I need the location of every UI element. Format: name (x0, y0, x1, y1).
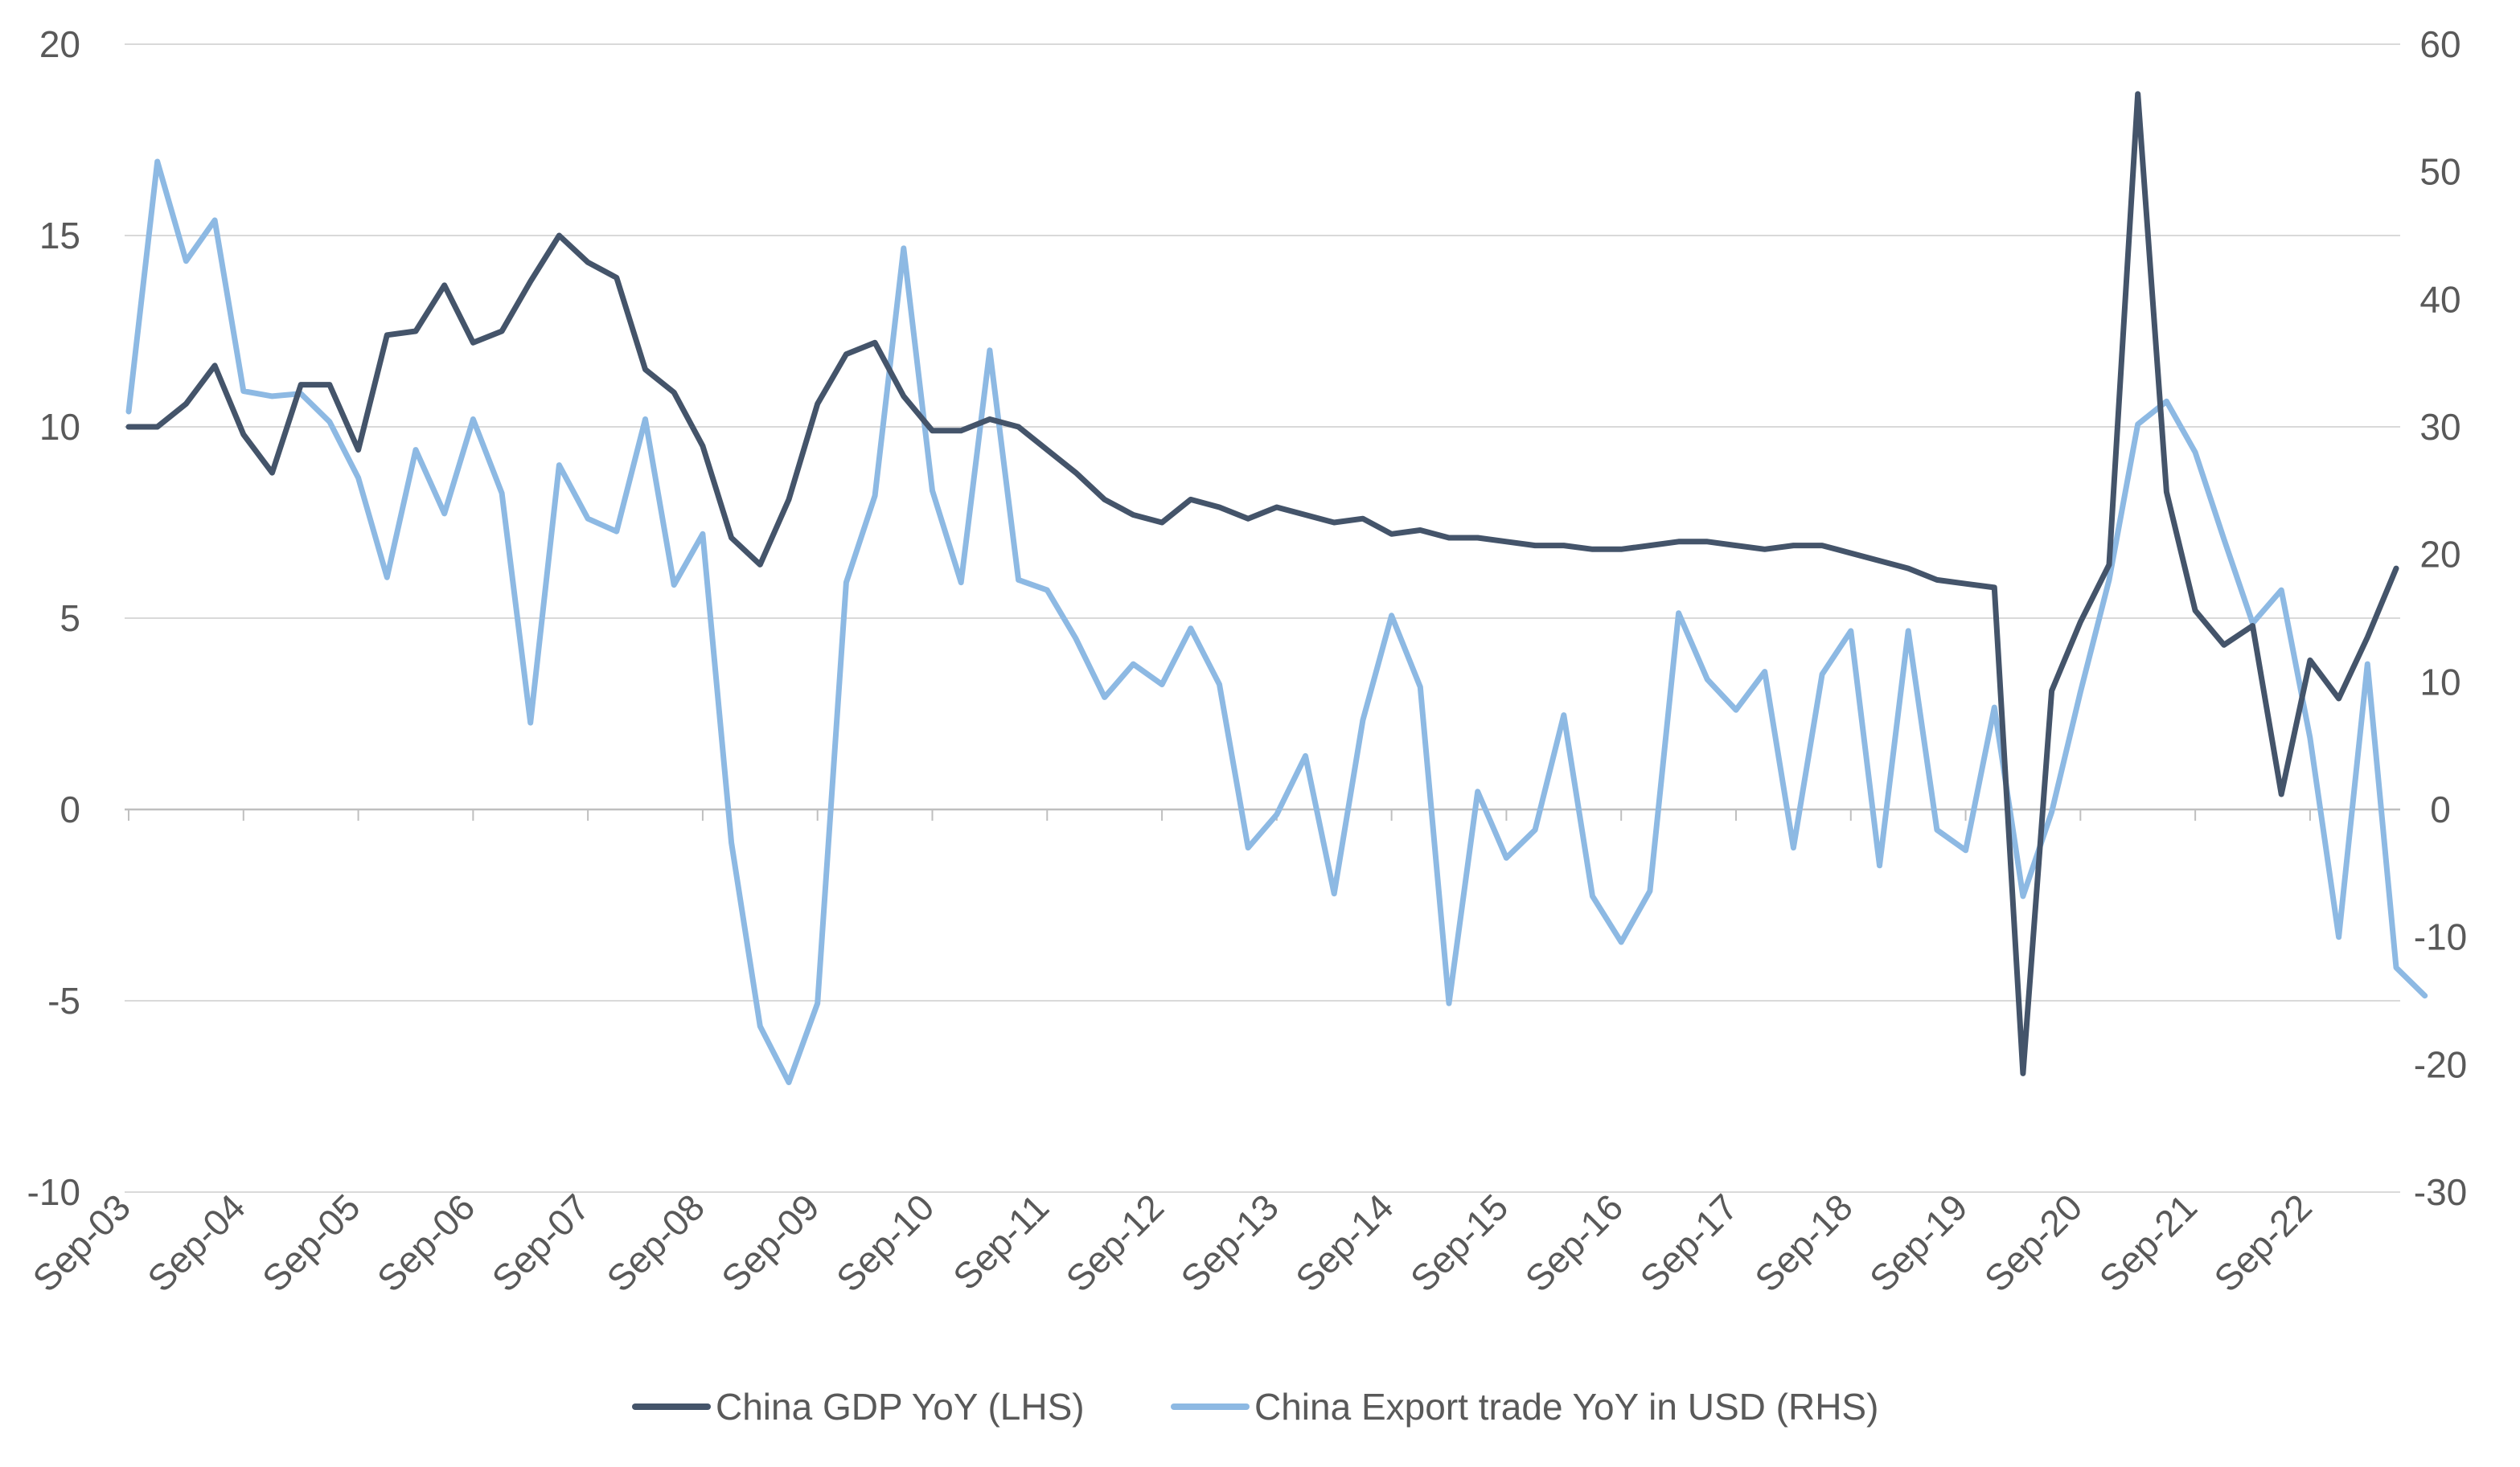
x-tick-label: Sep-15 (1402, 1186, 1517, 1300)
y-right-tick-label: -10 (2414, 916, 2467, 958)
gridlines (125, 43, 2400, 1193)
x-tick-label: Sep-22 (2206, 1186, 2320, 1300)
x-tick-label: Sep-19 (1861, 1186, 1976, 1300)
x-tick-label: Sep-10 (828, 1186, 942, 1300)
x-tick-label: Sep-20 (1976, 1186, 2091, 1300)
legend: China GDP YoY (LHS) China Export trade Yo… (632, 1386, 1878, 1428)
y-right-tick-label: 10 (2419, 661, 2460, 703)
y-right-tick-label: 0 (2430, 789, 2451, 830)
series-line-gdp (125, 91, 2399, 1076)
x-tick-label: Sep-21 (2091, 1186, 2206, 1300)
x-tick-label: Sep-16 (1517, 1186, 1631, 1300)
y-right-tick-label: 50 (2419, 151, 2460, 193)
y-right-tick-label: 40 (2419, 278, 2460, 320)
x-tick-label: Sep-08 (598, 1186, 712, 1300)
y-left-tick-label: 0 (60, 789, 80, 830)
y-left-tick-label: 15 (39, 215, 80, 256)
y-left-tick-label: 20 (39, 23, 80, 65)
legend-label: China Export trade YoY in USD (RHS) (1254, 1386, 1878, 1428)
x-axis: Sep-03 Sep-04 Sep-05 Sep-06 Sep-07 Sep-08 Sep-… (24, 809, 2320, 1300)
y-axis-right: -30 -20 -10 0 10 20 30 40 50 60 (2414, 23, 2467, 1213)
y-right-tick-label: 60 (2419, 23, 2460, 65)
y-left-tick-label: -5 (47, 980, 80, 1022)
y-left-tick-label: 10 (39, 406, 80, 448)
x-tick-label: Sep-11 (945, 1186, 1057, 1297)
x-tick-label: Sep-07 (484, 1186, 598, 1300)
x-tick-label: Sep-05 (254, 1186, 368, 1300)
x-tick-label: Sep-17 (1631, 1186, 1746, 1300)
series-lines (125, 91, 2428, 1085)
x-tick-label: Sep-06 (369, 1186, 483, 1300)
x-tick-label: Sep-14 (1287, 1186, 1402, 1300)
x-tick-label: Sep-04 (139, 1186, 253, 1300)
y-right-tick-label: -30 (2414, 1171, 2467, 1213)
y-left-tick-label: 5 (60, 597, 80, 639)
x-tick-label: Sep-12 (1057, 1186, 1172, 1300)
x-tick-label: Sep-18 (1746, 1186, 1861, 1300)
y-right-tick-label: 20 (2419, 534, 2460, 576)
y-right-tick-label: -20 (2414, 1043, 2467, 1085)
x-tick-label: Sep-09 (713, 1186, 827, 1300)
x-tick-label: Sep-13 (1172, 1186, 1287, 1300)
y-right-tick-label: 30 (2419, 406, 2460, 448)
y-left-tick-label: -10 (27, 1171, 80, 1213)
legend-label: China GDP YoY (LHS) (716, 1386, 1085, 1428)
y-axis-left: -10 -5 0 5 10 15 20 (27, 23, 80, 1213)
